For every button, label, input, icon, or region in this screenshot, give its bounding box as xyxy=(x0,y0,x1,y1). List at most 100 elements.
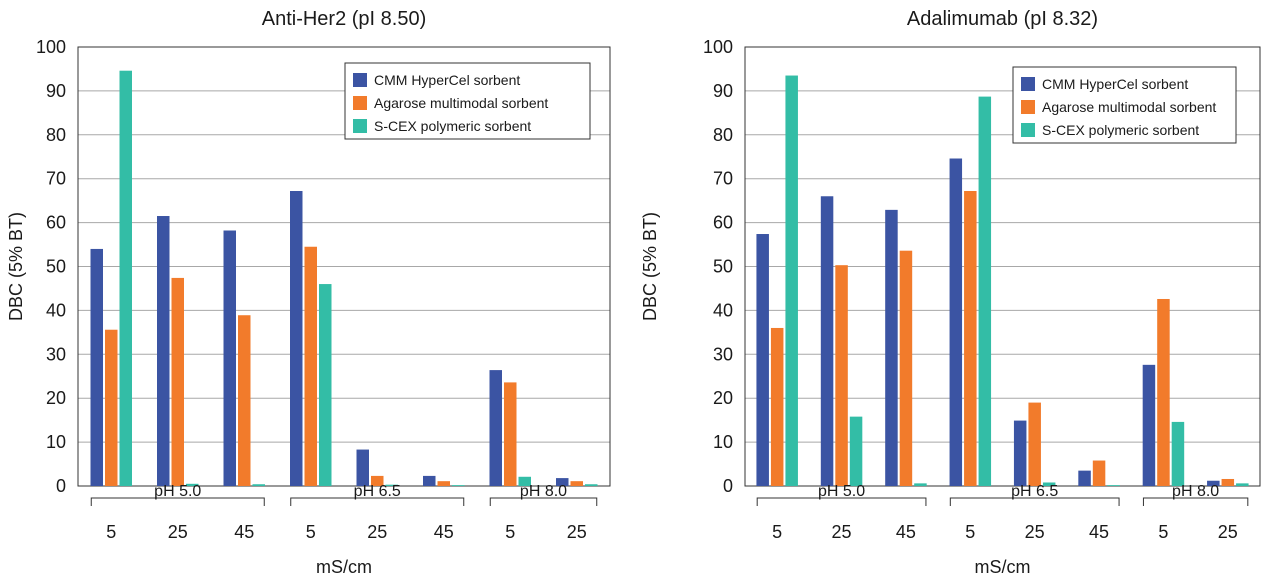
legend-swatch xyxy=(353,96,367,110)
bar xyxy=(437,481,450,486)
bar xyxy=(504,382,517,486)
bar xyxy=(1042,482,1056,486)
bar xyxy=(319,284,332,486)
x-tick-label: 25 xyxy=(1218,522,1238,542)
x-tick-label: 5 xyxy=(772,522,782,542)
x-tick-label: 25 xyxy=(567,522,587,542)
bar xyxy=(1221,478,1235,486)
bar xyxy=(835,265,848,486)
y-tick-label: 50 xyxy=(713,257,733,277)
bar xyxy=(585,484,598,486)
bar xyxy=(385,484,398,486)
group-label: pH 5.0 xyxy=(818,483,865,500)
y-axis-label: DBC (5% BT) xyxy=(640,212,660,321)
bar xyxy=(452,485,465,486)
bar xyxy=(1157,298,1170,486)
y-tick-label: 70 xyxy=(46,169,66,189)
bar xyxy=(1107,485,1120,486)
x-tick-label: 45 xyxy=(234,522,254,542)
legend-label: CMM HyperCel sorbent xyxy=(374,72,520,88)
chart-title: Adalimumab (pI 8.32) xyxy=(907,8,1098,30)
bar xyxy=(423,475,436,486)
group-bracket xyxy=(949,497,1120,506)
x-tick-label: 45 xyxy=(896,522,916,542)
bar xyxy=(785,75,798,486)
x-tick-label: 5 xyxy=(965,522,975,542)
y-tick-label: 50 xyxy=(46,257,66,277)
group-bracket xyxy=(1142,497,1249,506)
chart-anti-her2: Anti-Her2 (pI 8.50) 0 10 20 30 40 50 60 70 80 90 10… xyxy=(6,8,611,575)
x-tick-label: 5 xyxy=(505,522,515,542)
y-tick-label: 0 xyxy=(723,476,733,496)
x-tick-label: 25 xyxy=(168,522,188,542)
bar xyxy=(556,478,569,486)
legend-label: CMM HyperCel sorbent xyxy=(1042,76,1188,92)
bar xyxy=(1013,420,1027,486)
y-tick-label: 30 xyxy=(713,344,733,364)
bar xyxy=(119,70,132,487)
plot-frame xyxy=(77,46,611,487)
bar xyxy=(304,246,317,486)
bar xyxy=(290,190,303,486)
bar xyxy=(820,196,834,486)
bar xyxy=(1078,470,1091,486)
bar xyxy=(518,476,531,486)
y-tick-label: 100 xyxy=(36,37,66,57)
bar xyxy=(1092,460,1106,486)
x-axis-label: mS/cm xyxy=(316,557,372,575)
y-tick-label: 30 xyxy=(46,344,66,364)
bar xyxy=(1142,364,1156,486)
group-label: pH 8.0 xyxy=(520,483,567,500)
y-tick-label: 100 xyxy=(703,37,733,57)
x-tick-label: 45 xyxy=(1089,522,1109,542)
x-tick-label: 5 xyxy=(306,522,316,542)
bar xyxy=(770,327,784,486)
group-label: pH 5.0 xyxy=(154,483,201,500)
bar xyxy=(964,190,977,486)
bar xyxy=(105,329,118,486)
group-bracket xyxy=(489,497,598,506)
bar xyxy=(849,416,863,486)
group-label: pH 6.5 xyxy=(354,483,401,500)
y-tick-label: 60 xyxy=(713,213,733,233)
legend-label: Agarose multimodal sorbent xyxy=(374,95,548,111)
bar xyxy=(171,277,184,486)
y-axis-label: DBC (5% BT) xyxy=(6,212,26,321)
legend-label: S-CEX polymeric sorbent xyxy=(374,118,531,134)
y-tick-label: 20 xyxy=(713,388,733,408)
x-tick-label: 45 xyxy=(434,522,454,542)
legend-swatch xyxy=(353,119,367,133)
group-label: pH 6.5 xyxy=(1011,483,1058,500)
bar xyxy=(238,315,251,486)
y-tick-label: 80 xyxy=(46,125,66,145)
x-tick-label: 25 xyxy=(832,522,852,542)
x-tick-label: 5 xyxy=(106,522,116,542)
legend-swatch xyxy=(1021,100,1035,114)
bar xyxy=(356,449,369,486)
y-tick-label: 10 xyxy=(46,432,66,452)
group-bracket xyxy=(90,497,265,506)
bar xyxy=(371,475,384,486)
plot-frame xyxy=(744,46,1261,487)
y-tick-label: 80 xyxy=(713,125,733,145)
y-tick-label: 60 xyxy=(46,213,66,233)
legend-label: Agarose multimodal sorbent xyxy=(1042,99,1216,115)
x-tick-label: 25 xyxy=(1025,522,1045,542)
bar xyxy=(489,370,502,486)
bar xyxy=(1236,483,1249,486)
y-tick-label: 40 xyxy=(46,300,66,320)
legend-label: S-CEX polymeric sorbent xyxy=(1042,122,1199,138)
group-bracket xyxy=(756,497,927,506)
y-tick-label: 90 xyxy=(713,81,733,101)
bar xyxy=(570,481,583,486)
legend-box xyxy=(344,62,591,140)
group-label: pH 8.0 xyxy=(1172,483,1219,500)
chart-title: Anti-Her2 (pI 8.50) xyxy=(262,8,427,30)
legend-swatch xyxy=(1021,123,1035,137)
group-bracket xyxy=(290,497,465,506)
chart-adalimumab: Adalimumab (pI 8.32) 0 10 20 30 40 50 60 70 80 90 1… xyxy=(640,8,1261,575)
bar xyxy=(157,216,170,486)
y-tick-label: 40 xyxy=(713,300,733,320)
bar xyxy=(90,248,103,486)
